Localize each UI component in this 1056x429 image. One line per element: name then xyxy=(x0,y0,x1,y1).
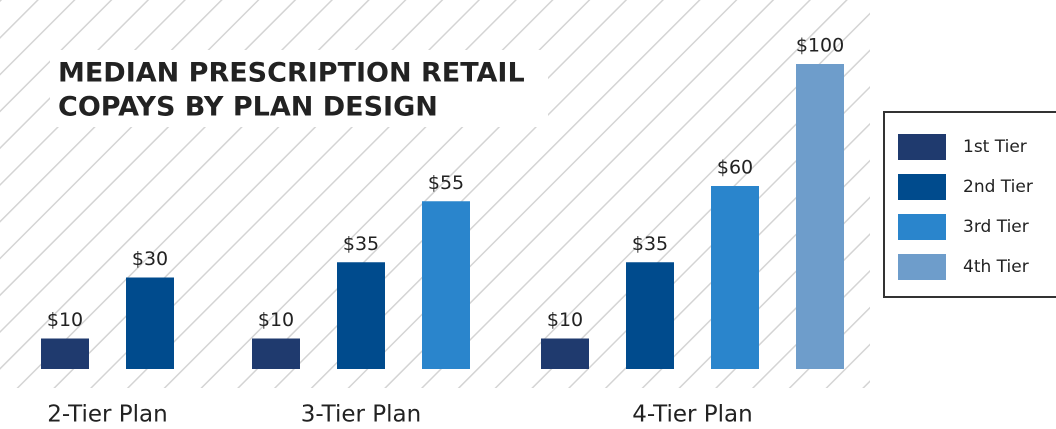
legend-label: 3rd Tier xyxy=(963,217,1029,237)
legend-swatch xyxy=(898,134,946,160)
value-label: $60 xyxy=(717,157,753,179)
x-tick-label: 3-Tier Plan xyxy=(301,402,421,428)
value-label: $35 xyxy=(343,233,379,255)
x-tick-label: 2-Tier Plan xyxy=(47,402,167,428)
value-label: $35 xyxy=(632,233,668,255)
value-label: $55 xyxy=(428,172,464,194)
bar xyxy=(422,201,470,369)
bar xyxy=(126,277,174,369)
bar xyxy=(541,338,589,369)
legend-label: 2nd Tier xyxy=(963,177,1033,197)
value-label: $10 xyxy=(547,309,583,331)
legend-swatch xyxy=(898,254,946,280)
legend-label: 4th Tier xyxy=(963,257,1029,277)
bar xyxy=(796,64,844,369)
value-label: $10 xyxy=(258,309,294,331)
legend-swatch xyxy=(898,174,946,200)
bar xyxy=(41,338,89,369)
value-label: $100 xyxy=(796,35,844,57)
chart-title: COPAYS BY PLAN DESIGN xyxy=(58,92,438,123)
value-label: $30 xyxy=(132,248,168,270)
title-box xyxy=(50,50,548,127)
bar xyxy=(711,186,759,369)
bar xyxy=(252,338,300,369)
bar xyxy=(626,262,674,369)
legend-swatch xyxy=(898,214,946,240)
x-tick-label: 4-Tier Plan xyxy=(632,402,752,428)
value-label: $10 xyxy=(47,309,83,331)
chart-title: MEDIAN PRESCRIPTION RETAIL xyxy=(58,58,525,89)
bar xyxy=(337,262,385,369)
legend-label: 1st Tier xyxy=(963,137,1027,157)
